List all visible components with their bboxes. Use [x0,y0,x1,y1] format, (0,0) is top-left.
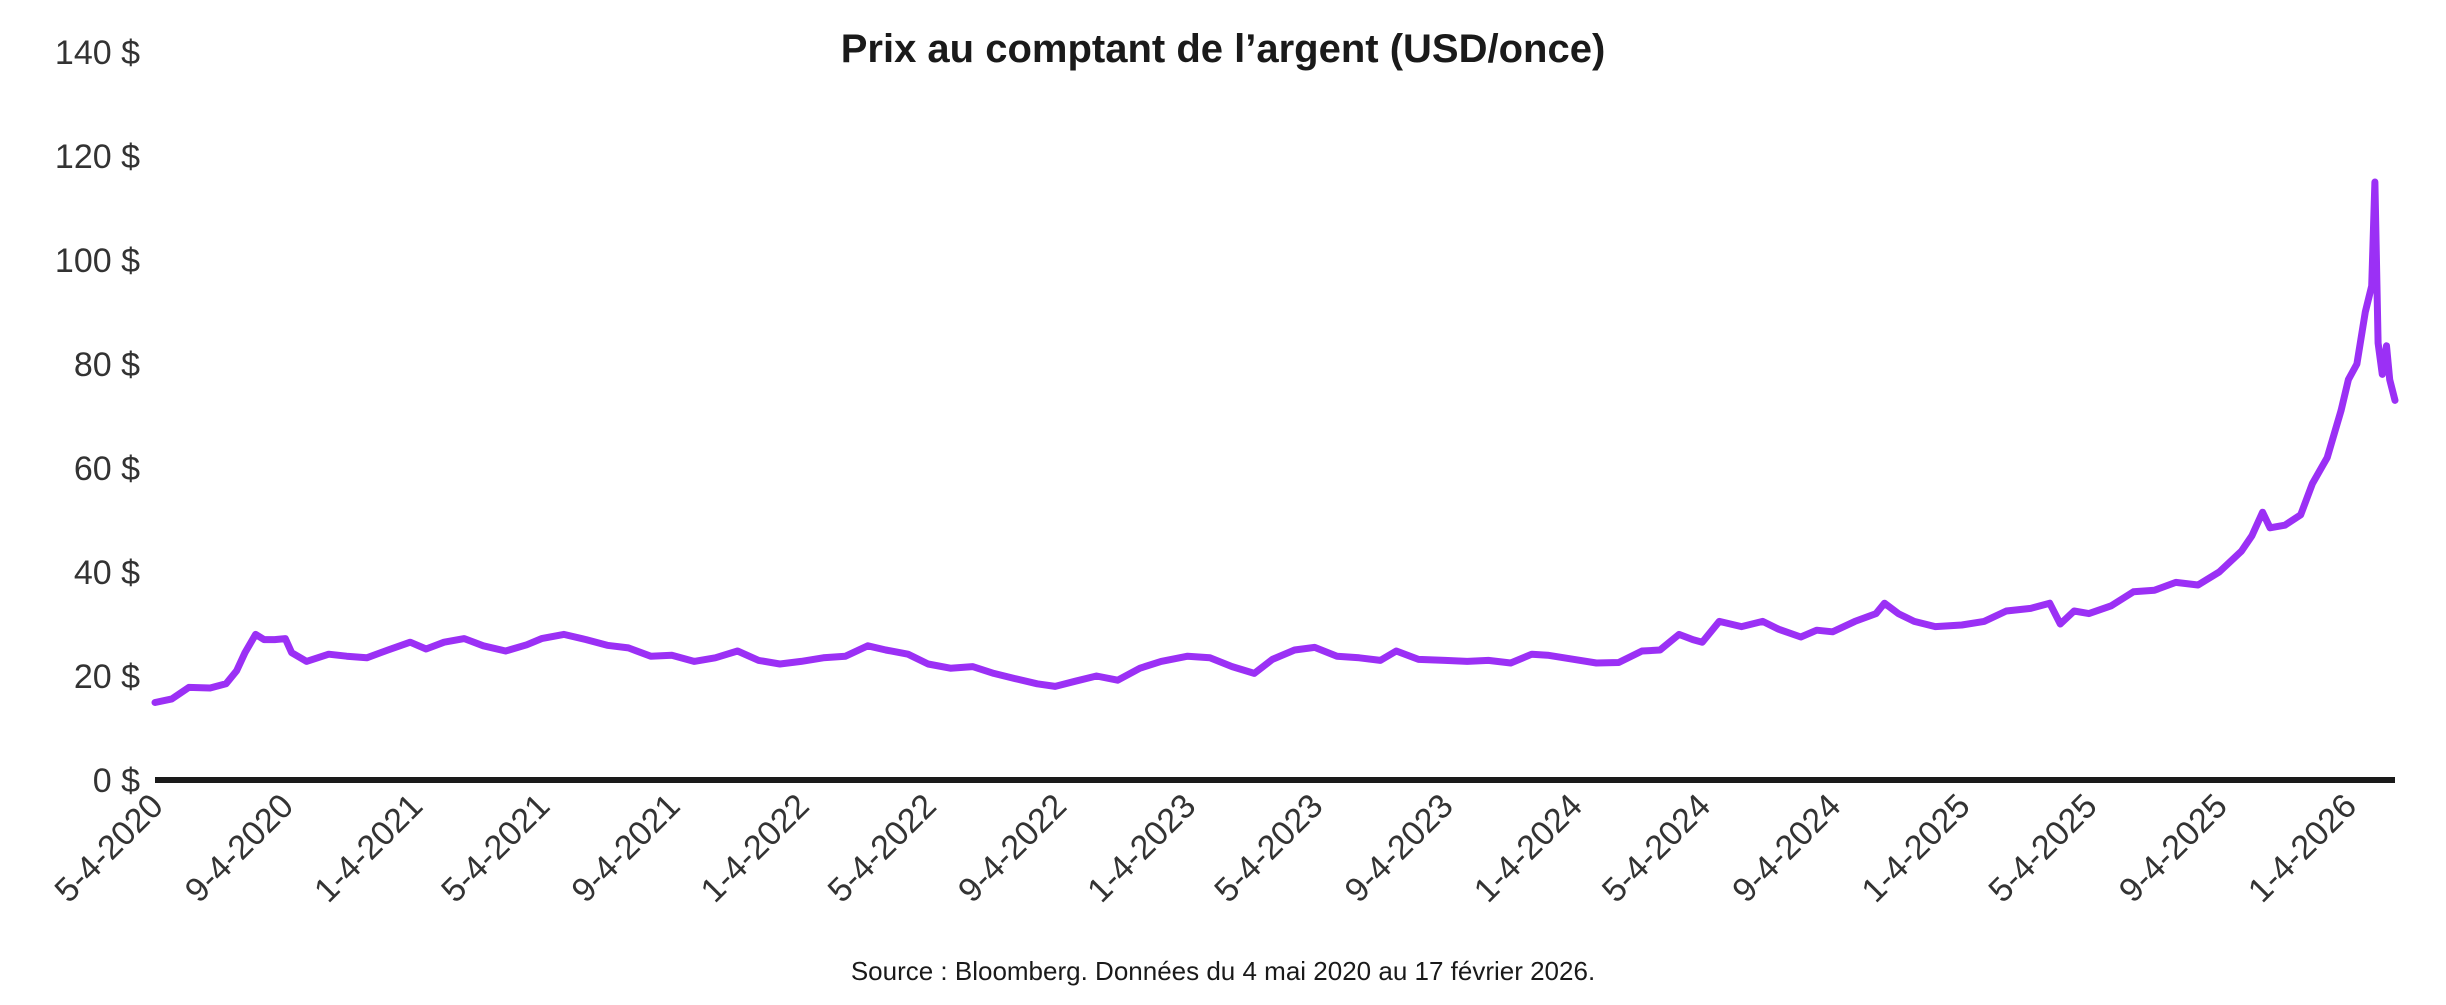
x-tick-label: 5-4-2020 [48,787,171,910]
x-tick-label: 5-4-2024 [1595,787,1718,910]
y-tick-label: 80 $ [74,346,140,384]
x-tick-label: 9-4-2020 [178,787,301,910]
x-tick-label: 9-4-2025 [2112,787,2235,910]
x-tick-label: 5-4-2021 [434,787,557,910]
x-tick-label: 9-4-2021 [564,787,687,910]
y-axis: 0 $ 20 $ 40 $ 60 $ 80 $ 100 $ 120 $ 140 $ [55,34,140,800]
x-tick-label: 1-4-2026 [2241,787,2364,910]
y-tick-label: 100 $ [55,242,140,280]
x-tick-label: 1-4-2021 [307,787,430,910]
y-tick-label: 40 $ [74,554,140,592]
y-tick-label: 60 $ [74,450,140,488]
x-tick-label: 9-4-2022 [951,787,1074,910]
series-line [151,178,2399,706]
source-note: Source : Bloomberg. Données du 4 mai 202… [851,956,1595,986]
x-tick-label: 9-4-2023 [1338,787,1461,910]
y-tick-label: 120 $ [55,138,140,176]
y-tick-label: 20 $ [74,658,140,696]
x-tick-label: 1-4-2025 [1854,787,1977,910]
chart-title: Prix au comptant de l’argent (USD/once) [841,27,1606,71]
x-tick-label: 9-4-2024 [1725,787,1848,910]
x-tick-label: 1-4-2024 [1467,787,1590,910]
x-tick-label: 5-4-2025 [1981,787,2104,910]
x-tick-label: 5-4-2022 [821,787,944,910]
x-tick-label: 1-4-2022 [694,787,817,910]
x-axis: 5-4-2020 9-4-2020 1-4-2021 5-4-2021 9-4-2021… [48,787,2365,910]
y-tick-label: 0 $ [93,762,140,800]
y-tick-label: 140 $ [55,34,140,72]
x-tick-label: 1-4-2023 [1080,787,1203,910]
series-group [151,178,2399,706]
x-tick-label: 5-4-2023 [1207,787,1330,910]
